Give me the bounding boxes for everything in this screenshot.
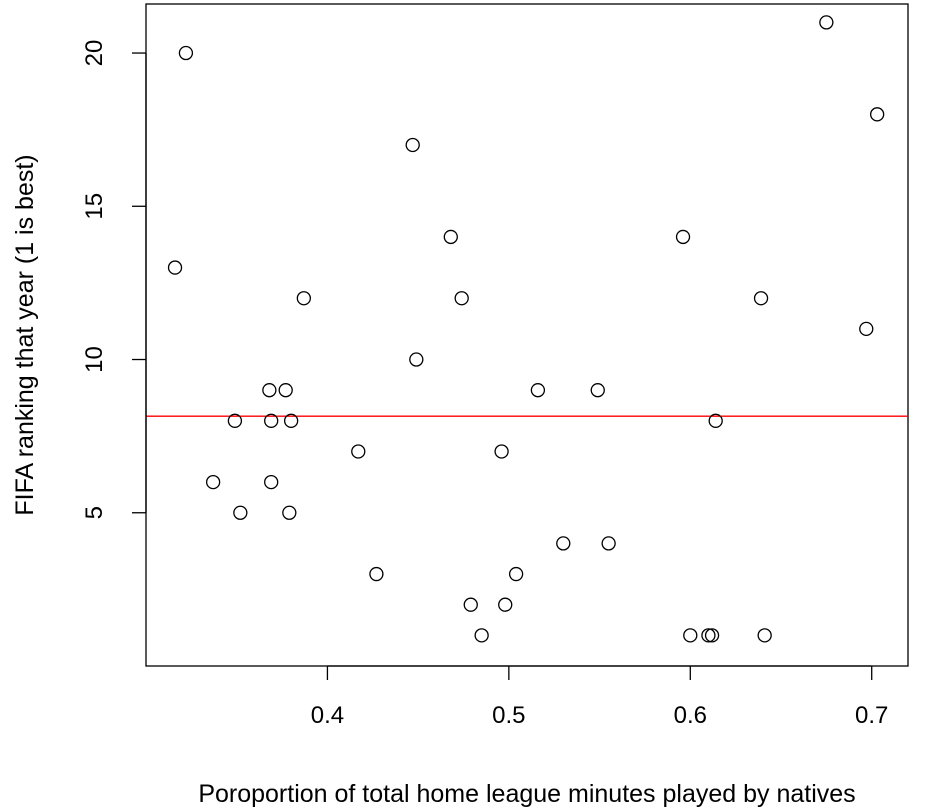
data-point xyxy=(296,291,311,306)
data-point xyxy=(264,474,279,490)
data-point xyxy=(369,566,384,582)
data-point xyxy=(278,383,293,398)
data-point xyxy=(757,628,772,643)
data-point xyxy=(178,45,194,61)
y-tick-label: 10 xyxy=(81,346,108,373)
y-tick-label: 5 xyxy=(81,506,108,519)
data-point xyxy=(262,383,277,398)
data-point xyxy=(494,444,509,459)
data-point xyxy=(601,536,616,551)
x-tick-label: 0.6 xyxy=(674,702,707,729)
x-axis-label: Poroportion of total home league minutes… xyxy=(198,780,855,808)
data-point xyxy=(205,474,221,490)
data-point xyxy=(474,628,489,643)
data-point xyxy=(227,413,243,428)
data-point xyxy=(870,107,885,122)
data-point xyxy=(683,628,698,643)
x-axis: 0.4 0.5 0.6 0.7 xyxy=(311,665,888,729)
data-point xyxy=(859,321,874,337)
data-point xyxy=(530,383,546,398)
data-points xyxy=(167,15,885,643)
data-point xyxy=(675,229,691,245)
data-point xyxy=(498,597,513,612)
data-point xyxy=(405,137,420,153)
data-point xyxy=(264,413,279,428)
data-point xyxy=(454,291,469,306)
data-point xyxy=(283,413,299,428)
data-point xyxy=(704,628,720,643)
x-tick-label: 0.7 xyxy=(855,702,888,729)
x-tick-label: 0.4 xyxy=(311,702,344,729)
data-point xyxy=(708,413,723,428)
x-tick-label: 0.5 xyxy=(492,702,525,729)
y-axis: 5 10 15 20 xyxy=(81,40,147,519)
data-point xyxy=(443,229,458,245)
data-point xyxy=(590,383,605,398)
data-point xyxy=(282,505,297,520)
plot-frame xyxy=(145,3,909,667)
data-point xyxy=(167,260,183,275)
data-point xyxy=(556,536,571,551)
y-axis-label: FIFA ranking that year (1 is best) xyxy=(11,154,39,515)
y-tick-label: 20 xyxy=(81,40,108,67)
data-point xyxy=(753,291,769,306)
y-tick-label: 15 xyxy=(81,193,108,220)
data-point xyxy=(351,444,366,459)
data-point xyxy=(233,505,248,520)
data-point xyxy=(463,597,478,612)
data-point xyxy=(701,628,716,643)
data-point xyxy=(819,15,834,30)
data-point xyxy=(409,352,424,367)
data-point xyxy=(508,566,524,582)
